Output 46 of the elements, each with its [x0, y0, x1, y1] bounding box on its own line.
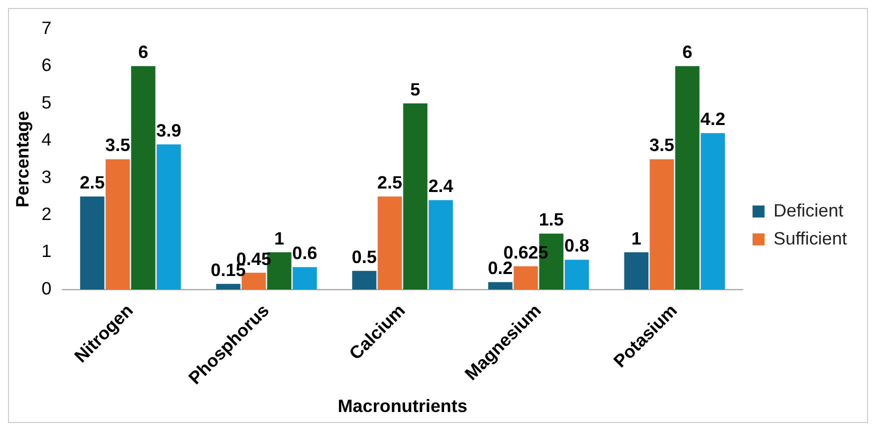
bar [352, 270, 376, 290]
data-label: 2.4 [428, 176, 454, 196]
data-label: 2.5 [80, 172, 105, 192]
data-label: 0.2 [488, 258, 513, 278]
data-label: 5 [410, 79, 420, 100]
bar [156, 144, 181, 290]
x-axis-title: Macronutrients [338, 396, 468, 416]
bar [80, 196, 104, 290]
y-tick-label: 0 [42, 278, 52, 298]
data-label: 6 [682, 42, 692, 62]
data-label: 0.6 [292, 243, 318, 264]
bar [131, 66, 156, 290]
legend-label: Deficient [774, 200, 844, 220]
bar [624, 252, 648, 290]
bar [428, 200, 453, 290]
data-label: 0.5 [352, 246, 377, 267]
bar [700, 133, 725, 290]
bar [106, 159, 130, 290]
data-label: 3.9 [156, 120, 182, 140]
y-tick-label: 5 [42, 92, 52, 112]
data-label: 1 [274, 228, 284, 248]
bar [675, 66, 700, 290]
bar [292, 267, 317, 290]
y-tick-label: 6 [42, 55, 52, 76]
bar [216, 284, 240, 290]
data-label: 2.5 [377, 172, 402, 192]
bar [488, 282, 512, 290]
y-tick-label: 4 [42, 130, 52, 150]
data-label: 0.8 [564, 236, 590, 256]
bar [564, 260, 589, 290]
y-axis-title: Percentage [12, 110, 33, 208]
data-label: 1 [631, 228, 642, 248]
bar [378, 196, 402, 290]
bar [514, 266, 538, 290]
data-label: 6 [138, 42, 148, 62]
bar [650, 159, 674, 290]
y-tick-label: 3 [42, 166, 52, 187]
y-tick-label: 2 [42, 204, 52, 224]
y-tick-label: 1 [42, 241, 52, 262]
data-label: 4.2 [700, 109, 726, 130]
legend-label: Sufficient [774, 228, 848, 248]
bar [403, 103, 428, 290]
y-tick-label: 7 [42, 18, 52, 38]
data-label: 1.5 [538, 210, 564, 230]
data-label: 3.5 [105, 135, 130, 156]
data-label: 3.5 [649, 135, 674, 156]
